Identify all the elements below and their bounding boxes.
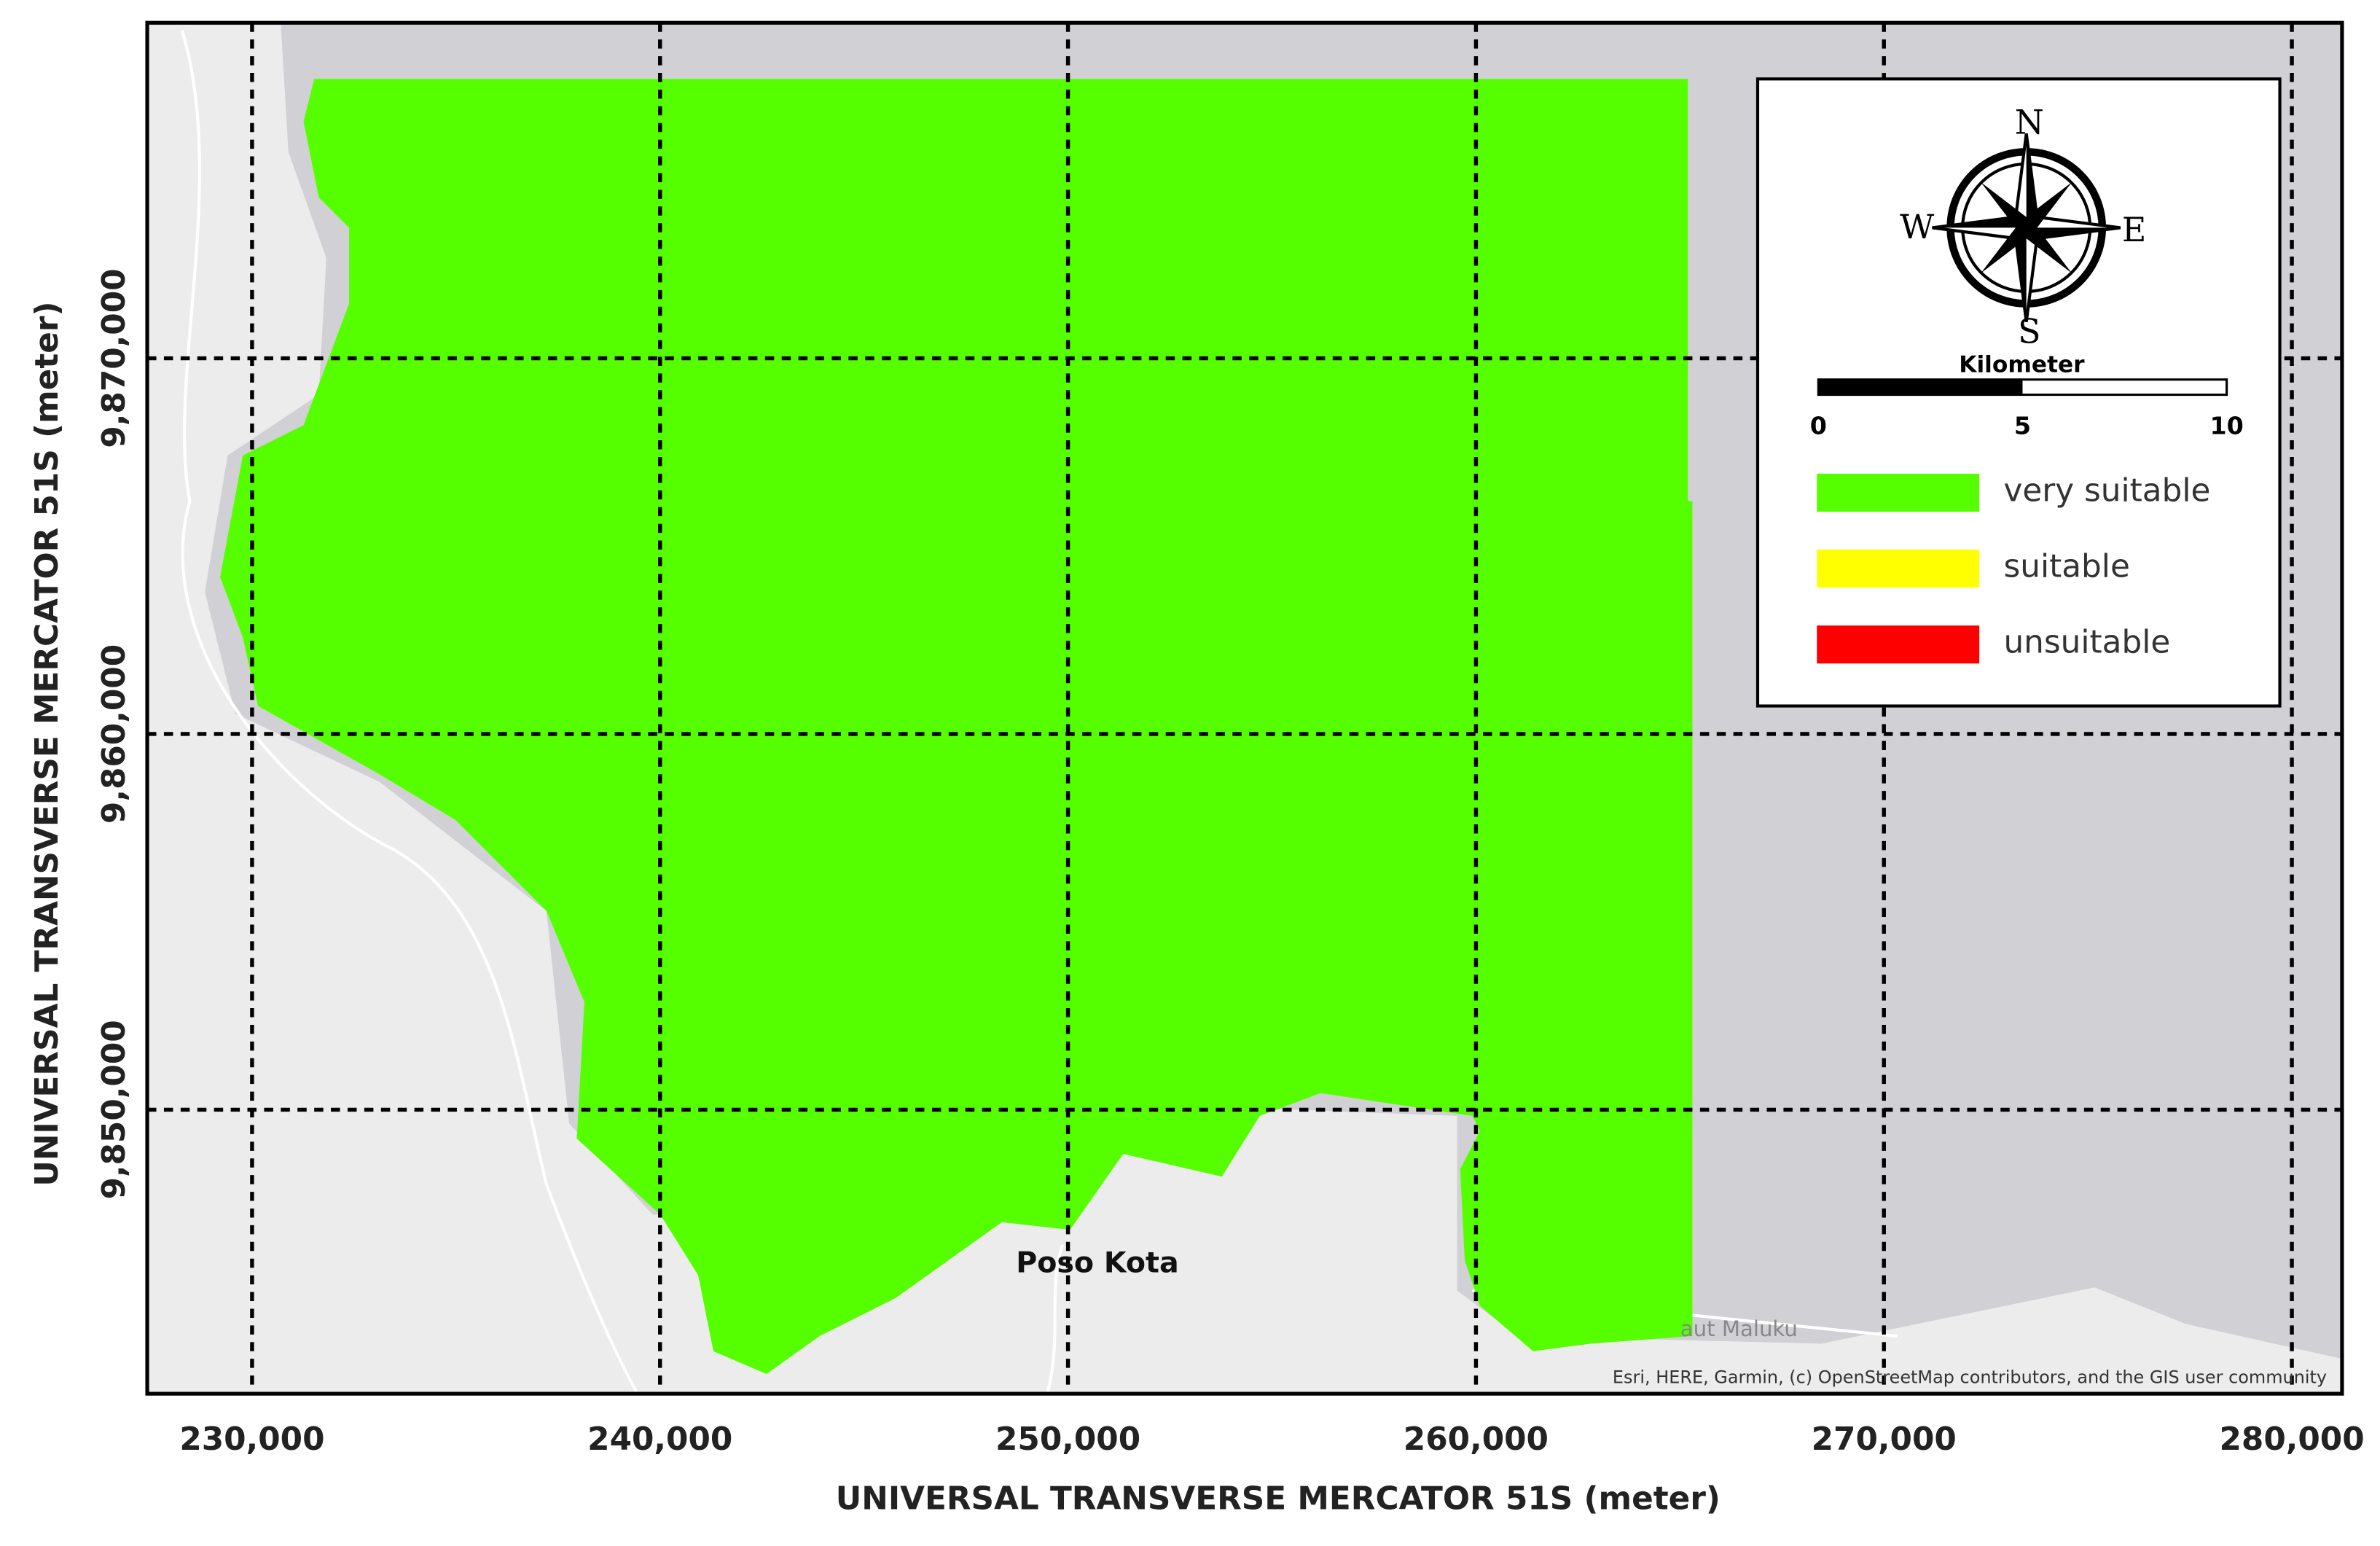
x-axis-label: UNIVERSAL TRANSVERSE MERCATOR 51S (meter… — [836, 1480, 1721, 1517]
scale-tick-label: 5 — [2014, 412, 2031, 440]
x-tick-label: 240,000 — [587, 1421, 732, 1458]
scale-bar: 0 5 10 — [1810, 378, 2244, 440]
legend-box: N E S W Kilometer 0 5 10 very suitable suit… — [1755, 77, 2282, 708]
scale-title: Kilometer — [1959, 351, 2085, 378]
compass-east: E — [2122, 210, 2146, 249]
y-tick-label: 9,850,000 — [95, 1020, 133, 1199]
compass-west: W — [1900, 207, 1934, 246]
map-frame — [145, 20, 2344, 1396]
scale-tick-label: 0 — [1810, 412, 1827, 440]
legend-swatch — [1817, 550, 1980, 588]
compass-south: S — [2018, 312, 2040, 351]
legend-label: very suitable — [2003, 472, 2210, 509]
legend-label: unsuitable — [2003, 624, 2170, 661]
legend-label: suitable — [2003, 547, 2129, 585]
x-tick-label: 270,000 — [1812, 1421, 1957, 1458]
attribution: Esri, HERE, Garmin, (c) OpenStreetMap co… — [1613, 1367, 2327, 1388]
suitability-area — [220, 79, 1693, 1375]
x-tick-label: 230,000 — [179, 1421, 324, 1458]
x-tick-label: 260,000 — [1404, 1421, 1549, 1458]
y-axis-label: UNIVERSAL TRANSVERSE MERCATOR 51S (meter… — [28, 302, 66, 1187]
x-tick-label: 250,000 — [995, 1421, 1140, 1458]
place-label: Poso Kota — [1016, 1246, 1178, 1279]
legend-swatch — [1817, 625, 1980, 664]
compass-north: N — [2015, 102, 2044, 141]
scale-tick-label: 10 — [2209, 412, 2243, 440]
tick-labels: 230,000 240,000 250,000 260,000 270,000 280,0… — [95, 268, 2365, 1458]
legend: very suitable suitable unsuitable — [1817, 472, 2210, 664]
y-tick-label: 9,860,000 — [95, 644, 133, 824]
compass-rose — [1932, 133, 2121, 322]
legend-swatch — [1817, 473, 1980, 512]
y-tick-label: 9,870,000 — [95, 268, 133, 448]
place-label: aut Maluku — [1680, 1316, 1798, 1341]
scale-segment — [1818, 379, 2023, 395]
x-tick-label: 280,000 — [2219, 1421, 2364, 1458]
